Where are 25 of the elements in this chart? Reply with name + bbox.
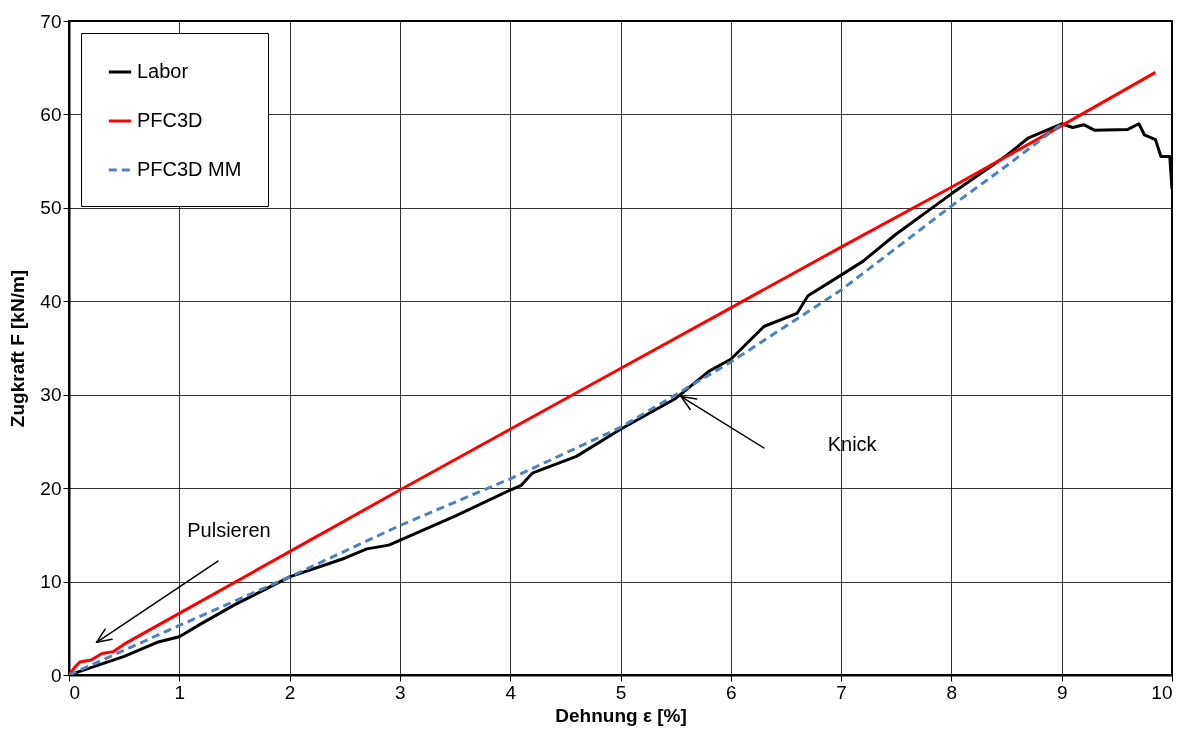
annotation: Pulsieren bbox=[187, 519, 271, 542]
y-tick-label: 20 bbox=[40, 477, 62, 499]
y-tick-label: 10 bbox=[40, 571, 62, 593]
x-tick-label: 10 bbox=[1151, 681, 1173, 703]
x-axis-title: Dehnung ε [%] bbox=[555, 704, 687, 726]
legend-label: PFC3D MM bbox=[137, 158, 242, 180]
x-tick-label: 6 bbox=[726, 681, 737, 703]
legend-label: PFC3D bbox=[137, 109, 203, 131]
x-tick-label: 1 bbox=[174, 681, 186, 703]
y-tick-label: 0 bbox=[50, 664, 62, 686]
x-tick-label: 5 bbox=[615, 681, 627, 703]
y-tick-label: 40 bbox=[40, 290, 62, 312]
x-tick-label: 4 bbox=[505, 681, 517, 703]
y-tick-label: 60 bbox=[40, 103, 62, 125]
x-tick-label: 3 bbox=[395, 681, 406, 703]
x-tick-label: 7 bbox=[836, 681, 847, 703]
y-axis-title: Zugkraft F [kN/m] bbox=[7, 269, 29, 428]
y-tick-label: 50 bbox=[40, 197, 62, 219]
legend-label: Labor bbox=[137, 60, 189, 82]
x-tick-label: 2 bbox=[284, 681, 296, 703]
x-tick-label: 9 bbox=[1056, 681, 1068, 703]
x-tick-label: 0 bbox=[69, 681, 81, 703]
y-tick-label: 30 bbox=[40, 384, 62, 406]
x-tick-label: 8 bbox=[946, 681, 958, 703]
y-tick-label: 70 bbox=[40, 10, 62, 32]
